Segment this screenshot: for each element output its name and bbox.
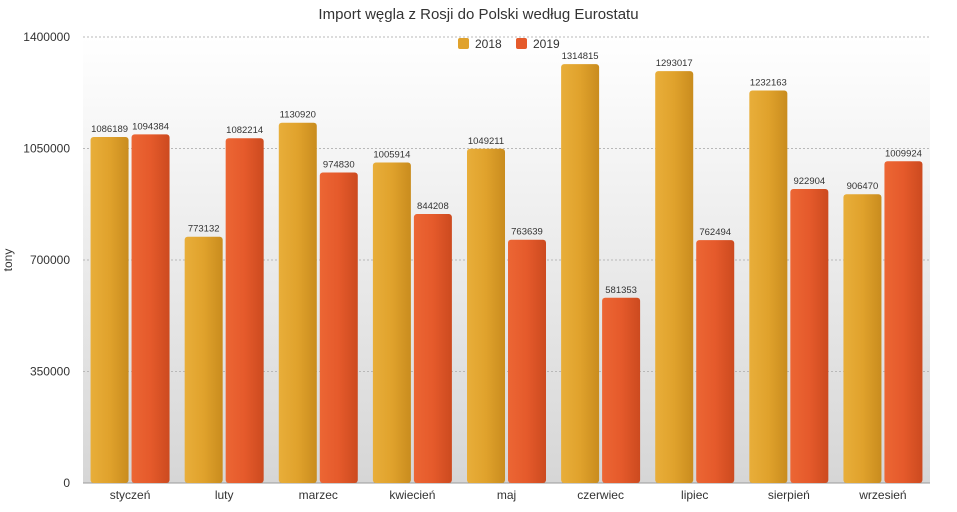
y-tick-label: 700000 xyxy=(30,253,70,267)
x-tick-label: lipiec xyxy=(681,488,708,502)
bar-2018-czerwiec xyxy=(561,64,600,483)
bar-2019-luty xyxy=(225,138,264,483)
bar-2019-kwiecień xyxy=(413,214,452,483)
x-tick-label: sierpień xyxy=(768,488,810,502)
x-tick-label: czerwiec xyxy=(577,488,624,502)
y-tick-label: 350000 xyxy=(30,365,70,379)
data-label: 1005914 xyxy=(373,150,410,161)
y-tick-label: 1050000 xyxy=(23,142,70,156)
legend-swatch-2018 xyxy=(458,38,469,49)
data-label: 1293017 xyxy=(656,58,693,69)
x-tick-label: styczeń xyxy=(110,488,151,502)
bar-2018-styczeń xyxy=(90,136,129,483)
bar-2019-marzec xyxy=(319,172,358,483)
bar-2019-styczeń xyxy=(131,134,170,483)
y-tick-label: 0 xyxy=(63,476,70,490)
bar-2019-lipiec xyxy=(696,240,735,483)
data-label: 581353 xyxy=(605,285,637,296)
bar-2018-maj xyxy=(467,148,505,484)
x-tick-label: marzec xyxy=(299,488,338,502)
bar-2018-marzec xyxy=(278,122,317,484)
data-label: 1082214 xyxy=(226,125,263,136)
legend-label-2019: 2019 xyxy=(533,37,560,51)
data-label: 762494 xyxy=(699,227,731,238)
x-tick-label: kwiecień xyxy=(389,488,435,502)
data-label: 1049211 xyxy=(468,136,504,147)
bar-2019-maj xyxy=(508,239,546,483)
y-tick-label: 1400000 xyxy=(23,30,70,44)
data-label: 1009924 xyxy=(885,148,922,159)
data-label: 1094384 xyxy=(132,121,169,132)
bar-2018-kwiecień xyxy=(372,162,411,483)
data-label: 763639 xyxy=(511,227,543,238)
data-label: 922904 xyxy=(793,176,825,187)
data-label: 974830 xyxy=(323,159,355,170)
data-label: 1314815 xyxy=(562,51,599,62)
legend-label-2018: 2018 xyxy=(475,37,502,51)
data-label: 906470 xyxy=(847,181,879,192)
bar-2018-sierpień xyxy=(749,90,788,483)
chart-title: Import węgla z Rosji do Polski według Eu… xyxy=(318,6,639,23)
x-tick-label: wrzesień xyxy=(858,488,906,502)
y-axis-label: tony xyxy=(1,249,15,272)
bar-2019-wrzesień xyxy=(884,161,923,483)
data-label: 1130920 xyxy=(280,110,316,121)
data-label: 844208 xyxy=(417,201,449,212)
legend-swatch-2019 xyxy=(516,38,527,49)
data-label: 773132 xyxy=(188,224,220,235)
x-tick-label: luty xyxy=(215,488,234,502)
data-label: 1232163 xyxy=(750,77,787,88)
bar-2018-wrzesień xyxy=(843,194,882,484)
data-label: 1086189 xyxy=(91,124,128,135)
bar-2018-lipiec xyxy=(655,71,694,483)
bar-2018-luty xyxy=(184,236,223,483)
x-tick-label: maj xyxy=(497,488,516,502)
bar-2019-sierpień xyxy=(790,188,829,484)
bar-2019-czerwiec xyxy=(602,297,641,483)
